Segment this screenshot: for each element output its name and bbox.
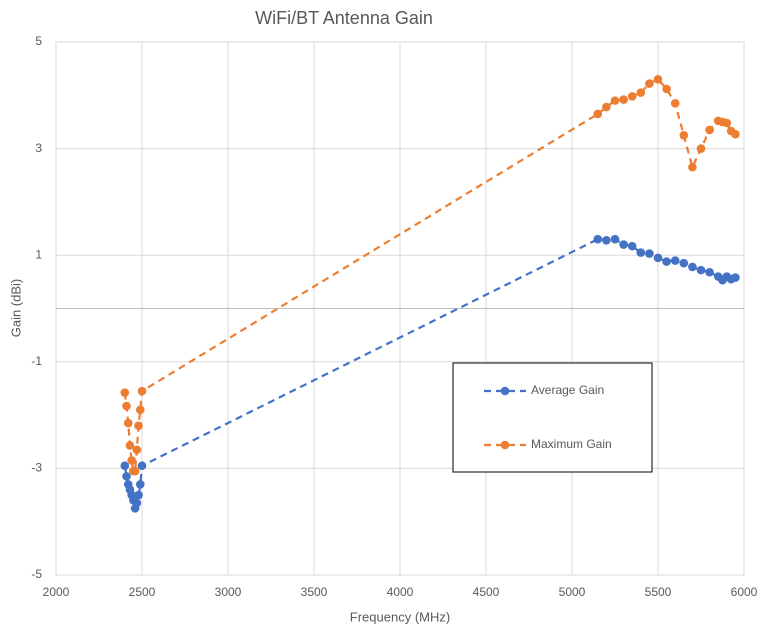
data-point [122, 472, 131, 481]
data-point [602, 235, 611, 245]
y-tick-label: 3 [35, 141, 42, 155]
data-point [645, 249, 654, 258]
data-point [679, 258, 689, 268]
y-tick-label: -5 [31, 567, 42, 581]
x-tick-label: 5000 [559, 585, 586, 599]
data-point [722, 118, 732, 128]
data-point [696, 144, 706, 153]
data-point [593, 234, 603, 244]
x-tick-label: 3500 [301, 585, 328, 599]
data-point [619, 95, 628, 104]
x-tick-label: 3000 [215, 585, 242, 599]
legend-marker [500, 440, 510, 450]
data-point [696, 265, 706, 275]
data-point [610, 96, 620, 105]
data-point [688, 262, 697, 272]
data-point [731, 273, 740, 282]
data-point [137, 386, 147, 396]
legend-marker [500, 386, 510, 396]
data-point [662, 84, 671, 94]
data-point [653, 75, 663, 84]
legend-box [452, 362, 653, 473]
data-point [593, 109, 603, 119]
data-point [123, 418, 133, 428]
x-axis-label: Frequency (MHz) [350, 609, 450, 624]
chart-title: WiFi/BT Antenna Gain [255, 8, 433, 28]
data-point [122, 401, 131, 411]
data-point [636, 248, 646, 257]
y-tick-label: 1 [35, 247, 42, 261]
y-tick-label: 5 [35, 34, 42, 48]
data-point [134, 421, 143, 431]
x-tick-label: 4000 [387, 585, 414, 599]
data-point [636, 88, 646, 97]
data-point [137, 461, 147, 471]
data-point [132, 498, 142, 508]
data-point [127, 456, 136, 465]
x-tick-label: 4500 [473, 585, 500, 599]
data-point [120, 388, 130, 398]
data-point [120, 461, 130, 471]
data-point [645, 79, 654, 88]
data-point [662, 257, 671, 266]
data-point [705, 267, 714, 277]
data-point [670, 256, 680, 265]
legend-label: Average Gain [531, 383, 604, 397]
legend: Average Gain Maximum Gain [452, 362, 653, 473]
data-point [688, 162, 697, 172]
data-point [627, 92, 637, 101]
data-point [705, 125, 714, 135]
data-point [610, 234, 620, 244]
data-point [134, 490, 143, 500]
data-point [130, 466, 140, 476]
data-point [135, 405, 145, 415]
data-point [135, 480, 145, 489]
data-point [627, 241, 637, 251]
x-tick-label: 2000 [43, 585, 70, 599]
data-point [602, 102, 611, 112]
y-tick-label: -1 [31, 354, 42, 368]
y-axis-label: Gain (dBi) [8, 279, 23, 338]
x-tick-label: 2500 [129, 585, 156, 599]
data-point [125, 441, 135, 450]
series-line [123, 238, 736, 513]
data-point [679, 130, 689, 140]
data-point [653, 253, 663, 263]
y-tick-label: -3 [31, 461, 42, 475]
legend-label: Maximum Gain [531, 437, 612, 451]
data-point [619, 240, 628, 249]
data-point [132, 445, 142, 455]
data-point [731, 129, 740, 139]
data-point [670, 98, 680, 108]
x-tick-label: 5500 [645, 585, 672, 599]
x-tick-label: 6000 [731, 585, 758, 599]
